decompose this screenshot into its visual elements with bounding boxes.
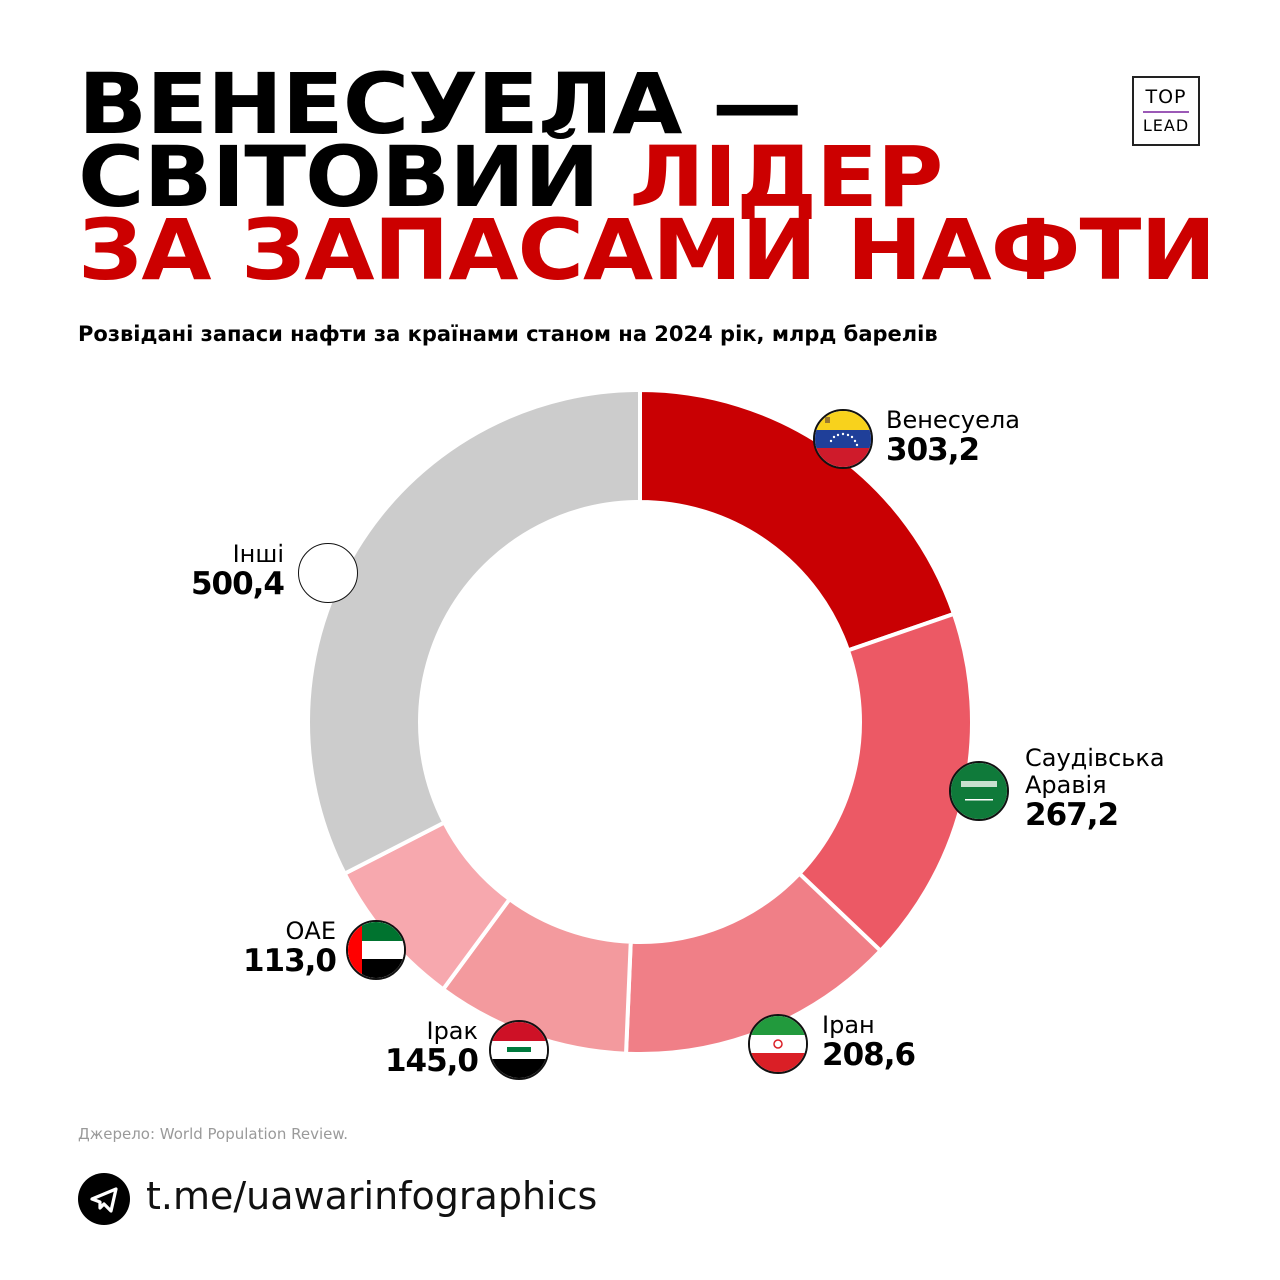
others-empty-circle-icon	[298, 543, 358, 603]
title-line-1: ВЕНЕСУЕЛА —	[78, 55, 803, 153]
title-line-2: СВІТОВИЙ ЛІДЕР	[78, 128, 943, 226]
telegram-link[interactable]: t.me/uawarinfographics	[146, 1174, 598, 1218]
label-others: Інші 500,4	[190, 540, 285, 602]
logo-divider	[1143, 111, 1189, 113]
saudi-arabia-flag-icon	[949, 761, 1009, 821]
iran-flag-icon	[748, 1014, 808, 1074]
donut-segment	[306, 388, 642, 876]
top-lead-logo: TOP LEAD	[1132, 76, 1200, 146]
label-venezuela: Венесуела 303,2	[886, 406, 1020, 468]
label-iraq: Ірак 145,0	[384, 1017, 479, 1079]
title-highlight: ЛІДЕР	[629, 128, 943, 226]
source-note: Джерело: World Population Review.	[78, 1125, 349, 1143]
donut-segment	[638, 388, 956, 653]
label-iran: Іран 208,6	[822, 1011, 916, 1073]
telegram-icon[interactable]	[78, 1173, 130, 1225]
chart-subtitle: Розвідані запаси нафти за країнами стано…	[78, 322, 938, 346]
uae-flag-icon	[346, 920, 406, 980]
label-saudi-arabia: Саудівська Аравія 267,2	[1025, 744, 1165, 833]
iraq-flag-icon	[489, 1020, 549, 1080]
label-uae: ОАЕ 113,0	[242, 917, 337, 979]
page-title: ВЕНЕСУЕЛА — СВІТОВИЙ ЛІДЕР ЗА ЗАПАСАМИ Н…	[78, 55, 1216, 299]
title-line-3: ЗА ЗАПАСАМИ НАФТИ	[78, 201, 1216, 299]
venezuela-flag-icon	[813, 409, 873, 469]
